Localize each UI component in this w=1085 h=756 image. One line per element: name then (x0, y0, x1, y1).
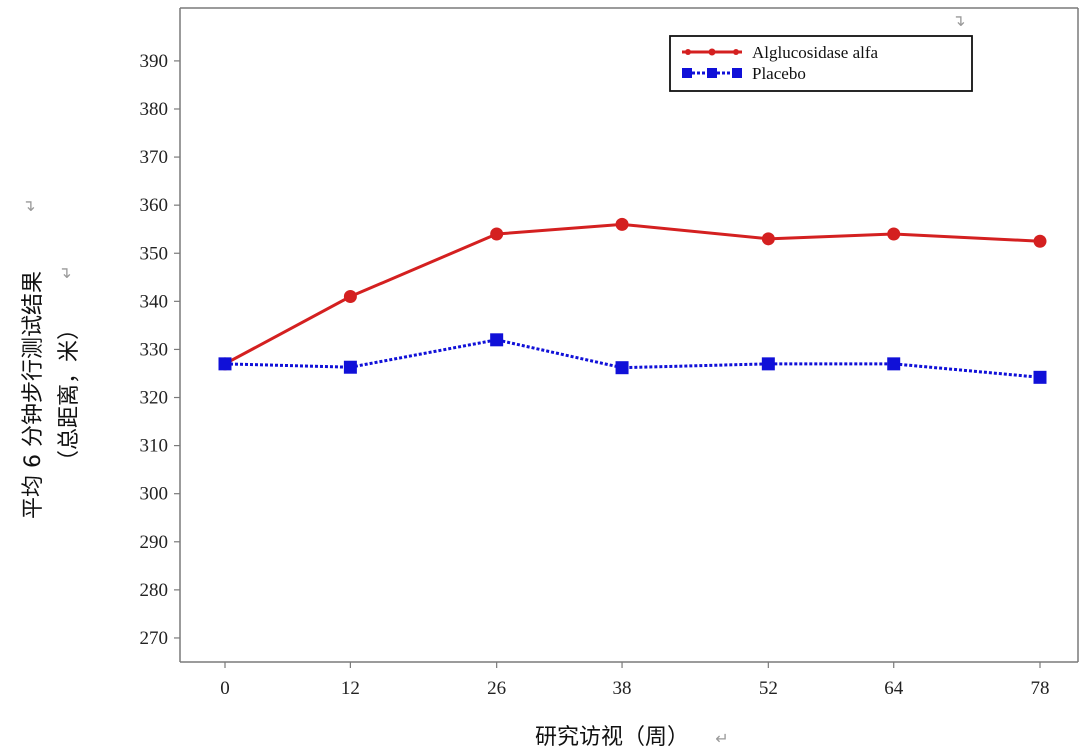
y-tick-label: 290 (140, 532, 169, 553)
x-axis-title: 研究访视（周） (535, 725, 689, 750)
x-tick-label: 26 (487, 678, 506, 699)
y-axis-ticks: 270 280 290 300 310 320 330 340 350 360 370 380 390 (140, 51, 180, 649)
data-point (1033, 370, 1047, 384)
data-point (761, 232, 775, 246)
data-point (1033, 234, 1047, 248)
y-tick-label: 350 (140, 243, 169, 264)
y-tick-label: 270 (140, 628, 169, 649)
paragraph-mark: ↵ (715, 729, 728, 748)
series-placebo (218, 333, 1047, 384)
data-point (218, 357, 232, 371)
legend-label: Placebo (752, 64, 806, 83)
legend: Alglucosidase alfa Placebo (669, 35, 973, 92)
y-tick-label: 360 (140, 195, 169, 216)
data-point (490, 227, 504, 241)
y-axis-title-line-1: 平均 6 分钟步行测试结果 (21, 271, 46, 519)
data-point (615, 217, 629, 231)
legend-marker (732, 68, 742, 78)
y-tick-label: 280 (140, 580, 169, 601)
y-tick-label: 370 (140, 147, 169, 168)
x-tick-label: 0 (220, 678, 230, 699)
legend-marker (733, 49, 739, 55)
legend-box (669, 35, 973, 92)
legend-marker (685, 49, 691, 55)
x-tick-label: 52 (759, 678, 778, 699)
y-axis-title-line-2: （总距离，米） (57, 318, 82, 472)
y-tick-label: 340 (140, 291, 169, 312)
legend-marker (708, 48, 716, 56)
x-tick-label: 78 (1031, 678, 1050, 699)
data-point (761, 357, 775, 371)
x-tick-label: 64 (884, 678, 904, 699)
series-alglucosidase-alfa (218, 217, 1047, 371)
paragraph-mark: ↵ (951, 13, 970, 26)
series-layer (218, 217, 1047, 384)
axis-titles: 研究访视（周） ↵ 平均 6 分钟步行测试结果 （总距离，米） ↵ ↵ ↵ (21, 13, 970, 750)
legend-marker (707, 68, 717, 78)
y-tick-label: 320 (140, 388, 169, 409)
y-tick-label: 310 (140, 436, 169, 457)
y-tick-label: 390 (140, 51, 169, 72)
x-tick-label: 12 (341, 678, 360, 699)
data-point (887, 227, 901, 241)
paragraph-mark: ↵ (57, 265, 76, 278)
data-point (887, 357, 901, 371)
data-point (490, 333, 504, 347)
data-point (343, 360, 357, 374)
y-tick-label: 330 (140, 339, 169, 360)
plot-frame (179, 7, 1079, 663)
x-tick-label: 38 (613, 678, 632, 699)
legend-label: Alglucosidase alfa (752, 43, 878, 62)
y-tick-label: 300 (140, 484, 169, 505)
data-point (615, 361, 629, 375)
data-point (343, 290, 357, 304)
x-axis-ticks: 0 12 26 38 52 64 78 (220, 662, 1050, 699)
y-tick-label: 380 (140, 99, 169, 120)
paragraph-mark: ↵ (21, 198, 40, 211)
legend-marker (682, 68, 692, 78)
